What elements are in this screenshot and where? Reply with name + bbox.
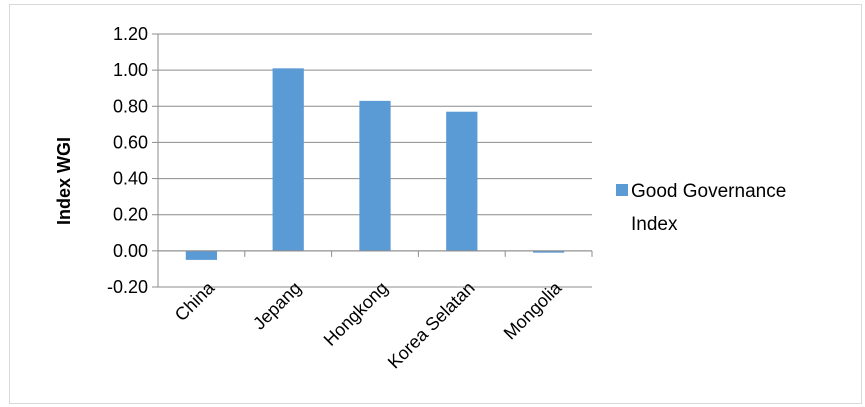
x-tick-label: Jepang [249,278,305,334]
x-tick-label: Korea Selatan [384,278,479,373]
y-tick-label: 1.20 [113,24,148,44]
legend: Good Governance Index [616,181,786,235]
y-tick-label: 0.80 [113,96,148,116]
legend-label-line-2: Index [631,214,678,235]
y-tick-label: 0.00 [113,241,148,261]
bars [185,68,565,260]
y-axis-ticks: 1.20 1.00 0.80 0.60 0.40 0.20 0.00 -0.20 [107,24,158,297]
bar-hongkong [359,100,391,251]
x-axis-ticks [157,250,593,257]
legend-swatch [616,184,628,196]
chart-area [9,4,862,404]
legend-label-line-1: Good Governance [631,181,786,202]
bar-china [185,250,218,260]
x-tick-label: Hongkong [320,278,392,350]
y-tick-label: 0.60 [113,132,148,152]
y-tick-label: 1.00 [113,60,148,80]
y-tick-label: 0.20 [113,205,148,225]
y-tick-label: 0.40 [113,169,148,189]
bar-korea-selatan [446,111,478,251]
y-axis-title: Index WGI [54,137,74,225]
x-tick-label: China [171,277,219,325]
y-tick-label: -0.20 [107,277,148,297]
bar-mongolia [532,250,565,253]
bar-jepang [272,68,304,251]
